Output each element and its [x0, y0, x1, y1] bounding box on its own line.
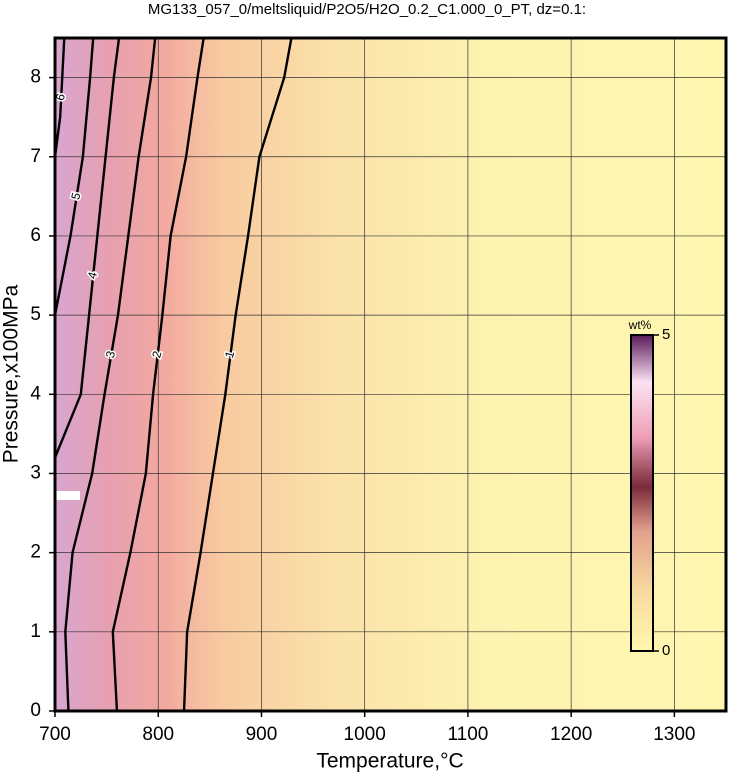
colorbar-tick-label: 0	[662, 642, 670, 659]
y-tick-label: 1	[30, 621, 41, 642]
colorbar-label: wt%	[628, 318, 652, 332]
colorbar-tick-label: 5	[662, 326, 670, 343]
x-tick-label: 1100	[447, 724, 488, 745]
x-tick-label: 800	[142, 724, 174, 745]
y-tick-label: 7	[30, 146, 41, 167]
colorbar	[630, 334, 654, 652]
x-tick-label: 1200	[550, 724, 592, 745]
x-tick-label: 1300	[653, 724, 695, 745]
y-tick-label: 0	[30, 700, 41, 721]
plot-frame	[53, 36, 728, 713]
y-tick-label: 8	[30, 67, 41, 88]
y-tick-label: 5	[30, 304, 41, 325]
chart-title: MG133_057_0/meltsliquid/P2O5/H2O_0.2_C1.…	[148, 1, 586, 18]
x-tick-label: 700	[39, 724, 71, 745]
contour-line	[64, 38, 157, 711]
contour-line	[111, 38, 205, 711]
contour-line	[55, 38, 95, 316]
y-tick-label: 4	[30, 383, 41, 404]
contour-line	[182, 38, 293, 711]
contour-line	[55, 38, 66, 157]
contour-line	[55, 38, 121, 459]
y-tick-label: 3	[30, 462, 41, 483]
y-axis-label: Pressure,x100MPa	[0, 284, 23, 463]
y-tick-label: 6	[30, 225, 41, 246]
colorbar-ticks: 05	[653, 326, 670, 659]
plot-background	[55, 38, 726, 711]
y-tick-label: 2	[30, 542, 41, 563]
blank-patch	[55, 491, 80, 500]
x-tick-label: 900	[246, 724, 278, 745]
x-tick-label: 1000	[344, 724, 386, 745]
x-axis-label: Temperature,°C	[316, 750, 463, 773]
